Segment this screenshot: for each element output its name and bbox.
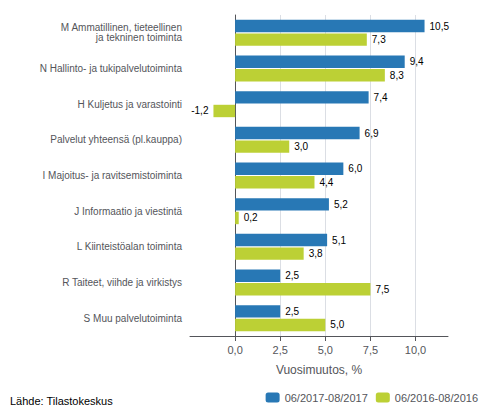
svg-text:7,5: 7,5 xyxy=(363,344,378,356)
svg-text:2,5: 2,5 xyxy=(285,270,299,281)
svg-text:06/2017-08/2017: 06/2017-08/2017 xyxy=(285,392,368,404)
svg-text:N Hallinto- ja tukipalvelutoim: N Hallinto- ja tukipalvelutoiminta xyxy=(40,63,183,74)
svg-text:3,0: 3,0 xyxy=(294,141,308,152)
svg-text:M Ammatillinen, tieteellinen: M Ammatillinen, tieteellinen xyxy=(60,22,182,34)
svg-text:5,0: 5,0 xyxy=(330,319,344,330)
svg-text:3,8: 3,8 xyxy=(309,248,323,259)
svg-text:J Informaatio ja viestintä: J Informaatio ja viestintä xyxy=(74,206,182,217)
svg-text:7,4: 7,4 xyxy=(374,92,388,103)
svg-text:0,0: 0,0 xyxy=(227,344,242,356)
svg-text:0,2: 0,2 xyxy=(244,212,258,223)
svg-text:5,0: 5,0 xyxy=(318,344,333,356)
svg-text:H Kuljetus ja varastointi: H Kuljetus ja varastointi xyxy=(78,99,183,110)
svg-text:ja tekninen toiminta: ja tekninen toiminta xyxy=(93,32,182,43)
svg-text:06/2016-08/2016: 06/2016-08/2016 xyxy=(395,392,478,404)
svg-text:5,2: 5,2 xyxy=(334,199,348,210)
svg-text:Lähde: Tilastokeskus: Lähde: Tilastokeskus xyxy=(10,395,113,407)
svg-text:R Taiteet, viihde ja virkistys: R Taiteet, viihde ja virkistys xyxy=(62,277,182,288)
svg-text:2,5: 2,5 xyxy=(273,344,288,356)
svg-text:9,4: 9,4 xyxy=(410,56,424,67)
svg-text:6,9: 6,9 xyxy=(365,128,379,139)
svg-text:10,0: 10,0 xyxy=(405,344,426,356)
svg-text:7,5: 7,5 xyxy=(375,284,389,295)
svg-text:7,3: 7,3 xyxy=(372,34,386,45)
svg-text:L Kiinteistöalan toiminta: L Kiinteistöalan toiminta xyxy=(77,241,183,252)
svg-text:8,3: 8,3 xyxy=(390,70,404,81)
svg-text:10,5: 10,5 xyxy=(430,21,450,32)
svg-text:6,0: 6,0 xyxy=(348,163,362,174)
svg-text:I Majoitus- ja ravitsemistoimi: I Majoitus- ja ravitsemistoiminta xyxy=(43,170,183,181)
svg-text:Vuosimuutos, %: Vuosimuutos, % xyxy=(276,363,363,377)
svg-text:Palvelut yhteensä (pl.kauppa): Palvelut yhteensä (pl.kauppa) xyxy=(50,134,182,145)
svg-text:2,5: 2,5 xyxy=(285,306,299,317)
svg-text:S Muu palvelutoiminta: S Muu palvelutoiminta xyxy=(84,313,183,324)
svg-text:5,1: 5,1 xyxy=(332,235,346,246)
svg-text:4,4: 4,4 xyxy=(319,177,333,188)
svg-text:-1,2: -1,2 xyxy=(191,105,209,116)
